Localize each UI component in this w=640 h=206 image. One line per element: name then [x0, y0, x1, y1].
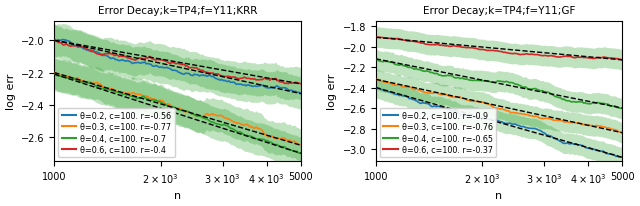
Y-axis label: log err: log err — [327, 74, 337, 110]
X-axis label: n: n — [174, 191, 181, 200]
Title: Error Decay;k=TP4;f=Y11;KRR: Error Decay;k=TP4;f=Y11;KRR — [98, 6, 257, 15]
X-axis label: n: n — [495, 191, 502, 200]
Legend: θ=0.2, c=100. r=-0.9, θ=0.3, c=100. r=-0.76, θ=0.4, c=100. r=-0.65, θ=0.6, c=100: θ=0.2, c=100. r=-0.9, θ=0.3, c=100. r=-0… — [380, 108, 496, 158]
Title: Error Decay;k=TP4;f=Y11;GF: Error Decay;k=TP4;f=Y11;GF — [423, 6, 575, 15]
Y-axis label: log err: log err — [6, 74, 15, 110]
Legend: θ=0.2, c=100. r=-0.56, θ=0.3, c=100. r=-0.77, θ=0.4, c=100. r=-0.7, θ=0.6, c=100: θ=0.2, c=100. r=-0.56, θ=0.3, c=100. r=-… — [58, 108, 175, 158]
